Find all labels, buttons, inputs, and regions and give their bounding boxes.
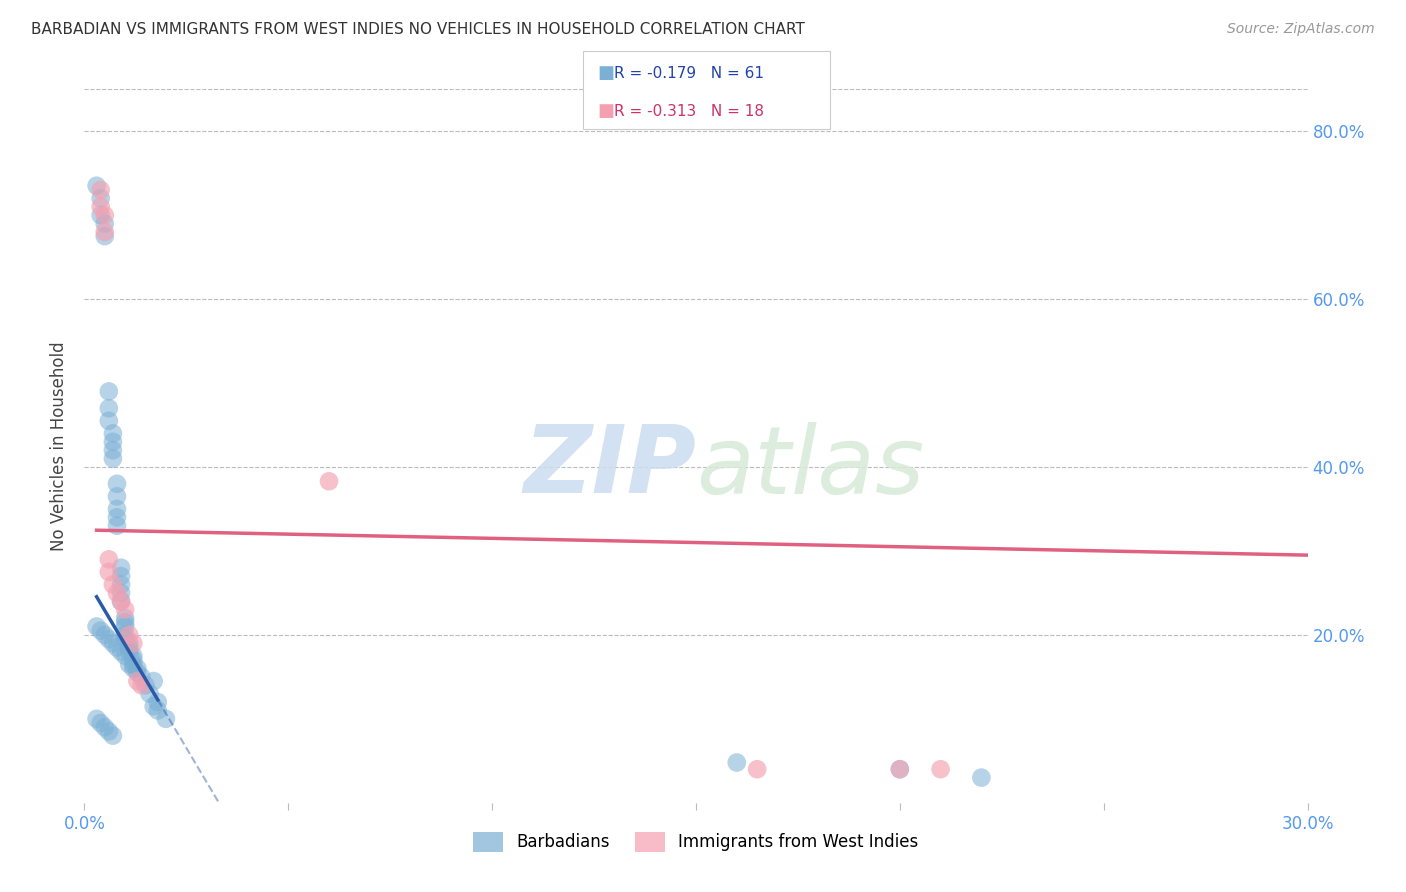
Point <box>142 674 165 689</box>
Point <box>970 771 993 785</box>
Point <box>127 674 149 689</box>
Point <box>90 191 112 205</box>
Point <box>86 712 108 726</box>
Text: ■: ■ <box>598 103 614 120</box>
Point <box>122 661 145 675</box>
Text: BARBADIAN VS IMMIGRANTS FROM WEST INDIES NO VEHICLES IN HOUSEHOLD CORRELATION CH: BARBADIAN VS IMMIGRANTS FROM WEST INDIES… <box>31 22 804 37</box>
Point <box>90 208 112 222</box>
Point <box>105 489 128 503</box>
Point <box>93 208 115 222</box>
Point <box>122 636 145 650</box>
Point <box>93 628 115 642</box>
Point <box>105 510 128 524</box>
Point <box>725 756 748 770</box>
Point <box>93 225 115 239</box>
Text: ■: ■ <box>598 64 614 82</box>
Legend: Barbadians, Immigrants from West Indies: Barbadians, Immigrants from West Indies <box>467 825 925 859</box>
Point <box>118 657 141 672</box>
Point <box>101 636 124 650</box>
Point <box>97 565 120 579</box>
Point <box>97 401 120 416</box>
Point <box>122 653 145 667</box>
Point <box>97 632 120 646</box>
Point <box>142 699 165 714</box>
Point <box>101 443 124 458</box>
Point <box>101 451 124 466</box>
Point <box>105 502 128 516</box>
Point <box>929 762 952 776</box>
Point <box>105 586 128 600</box>
Point <box>135 678 157 692</box>
Point <box>86 619 108 633</box>
Point <box>101 729 124 743</box>
Point <box>110 560 132 574</box>
Point <box>90 200 112 214</box>
Point <box>155 712 177 726</box>
Point <box>114 619 136 633</box>
Point <box>105 476 128 491</box>
Text: R = -0.313   N = 18: R = -0.313 N = 18 <box>614 104 765 119</box>
Point <box>127 661 149 675</box>
Point <box>105 518 128 533</box>
Point <box>747 762 769 776</box>
Point <box>114 615 136 630</box>
Point <box>101 434 124 449</box>
Point <box>110 569 132 583</box>
Point <box>122 657 145 672</box>
Point <box>90 624 112 638</box>
Y-axis label: No Vehicles in Household: No Vehicles in Household <box>51 341 69 551</box>
Point <box>138 687 160 701</box>
Point <box>110 586 132 600</box>
Point <box>889 762 911 776</box>
Point <box>114 603 136 617</box>
Point <box>118 645 141 659</box>
Point <box>127 665 149 680</box>
Point <box>114 632 136 646</box>
Point <box>146 695 169 709</box>
Point <box>114 648 136 663</box>
Point <box>146 703 169 717</box>
Point <box>97 552 120 566</box>
Point <box>318 475 340 489</box>
Point <box>93 229 115 244</box>
Point <box>114 611 136 625</box>
Point <box>93 217 115 231</box>
Point <box>105 640 128 655</box>
Point <box>97 414 120 428</box>
Point <box>86 178 108 193</box>
Text: ZIP: ZIP <box>523 421 696 514</box>
Point <box>90 183 112 197</box>
Point <box>122 648 145 663</box>
Point <box>97 724 120 739</box>
Point <box>93 720 115 734</box>
Point <box>110 594 132 608</box>
Point <box>131 670 153 684</box>
Point <box>101 426 124 441</box>
Point <box>889 762 911 776</box>
Text: Source: ZipAtlas.com: Source: ZipAtlas.com <box>1227 22 1375 37</box>
Point <box>90 716 112 731</box>
Point <box>110 577 132 591</box>
Point <box>118 636 141 650</box>
Point <box>118 640 141 655</box>
Text: atlas: atlas <box>696 422 924 513</box>
Text: R = -0.179   N = 61: R = -0.179 N = 61 <box>614 66 765 80</box>
Point <box>114 628 136 642</box>
Point <box>110 594 132 608</box>
Point <box>110 645 132 659</box>
Point <box>118 628 141 642</box>
Point <box>97 384 120 399</box>
Point <box>131 678 153 692</box>
Point <box>101 577 124 591</box>
